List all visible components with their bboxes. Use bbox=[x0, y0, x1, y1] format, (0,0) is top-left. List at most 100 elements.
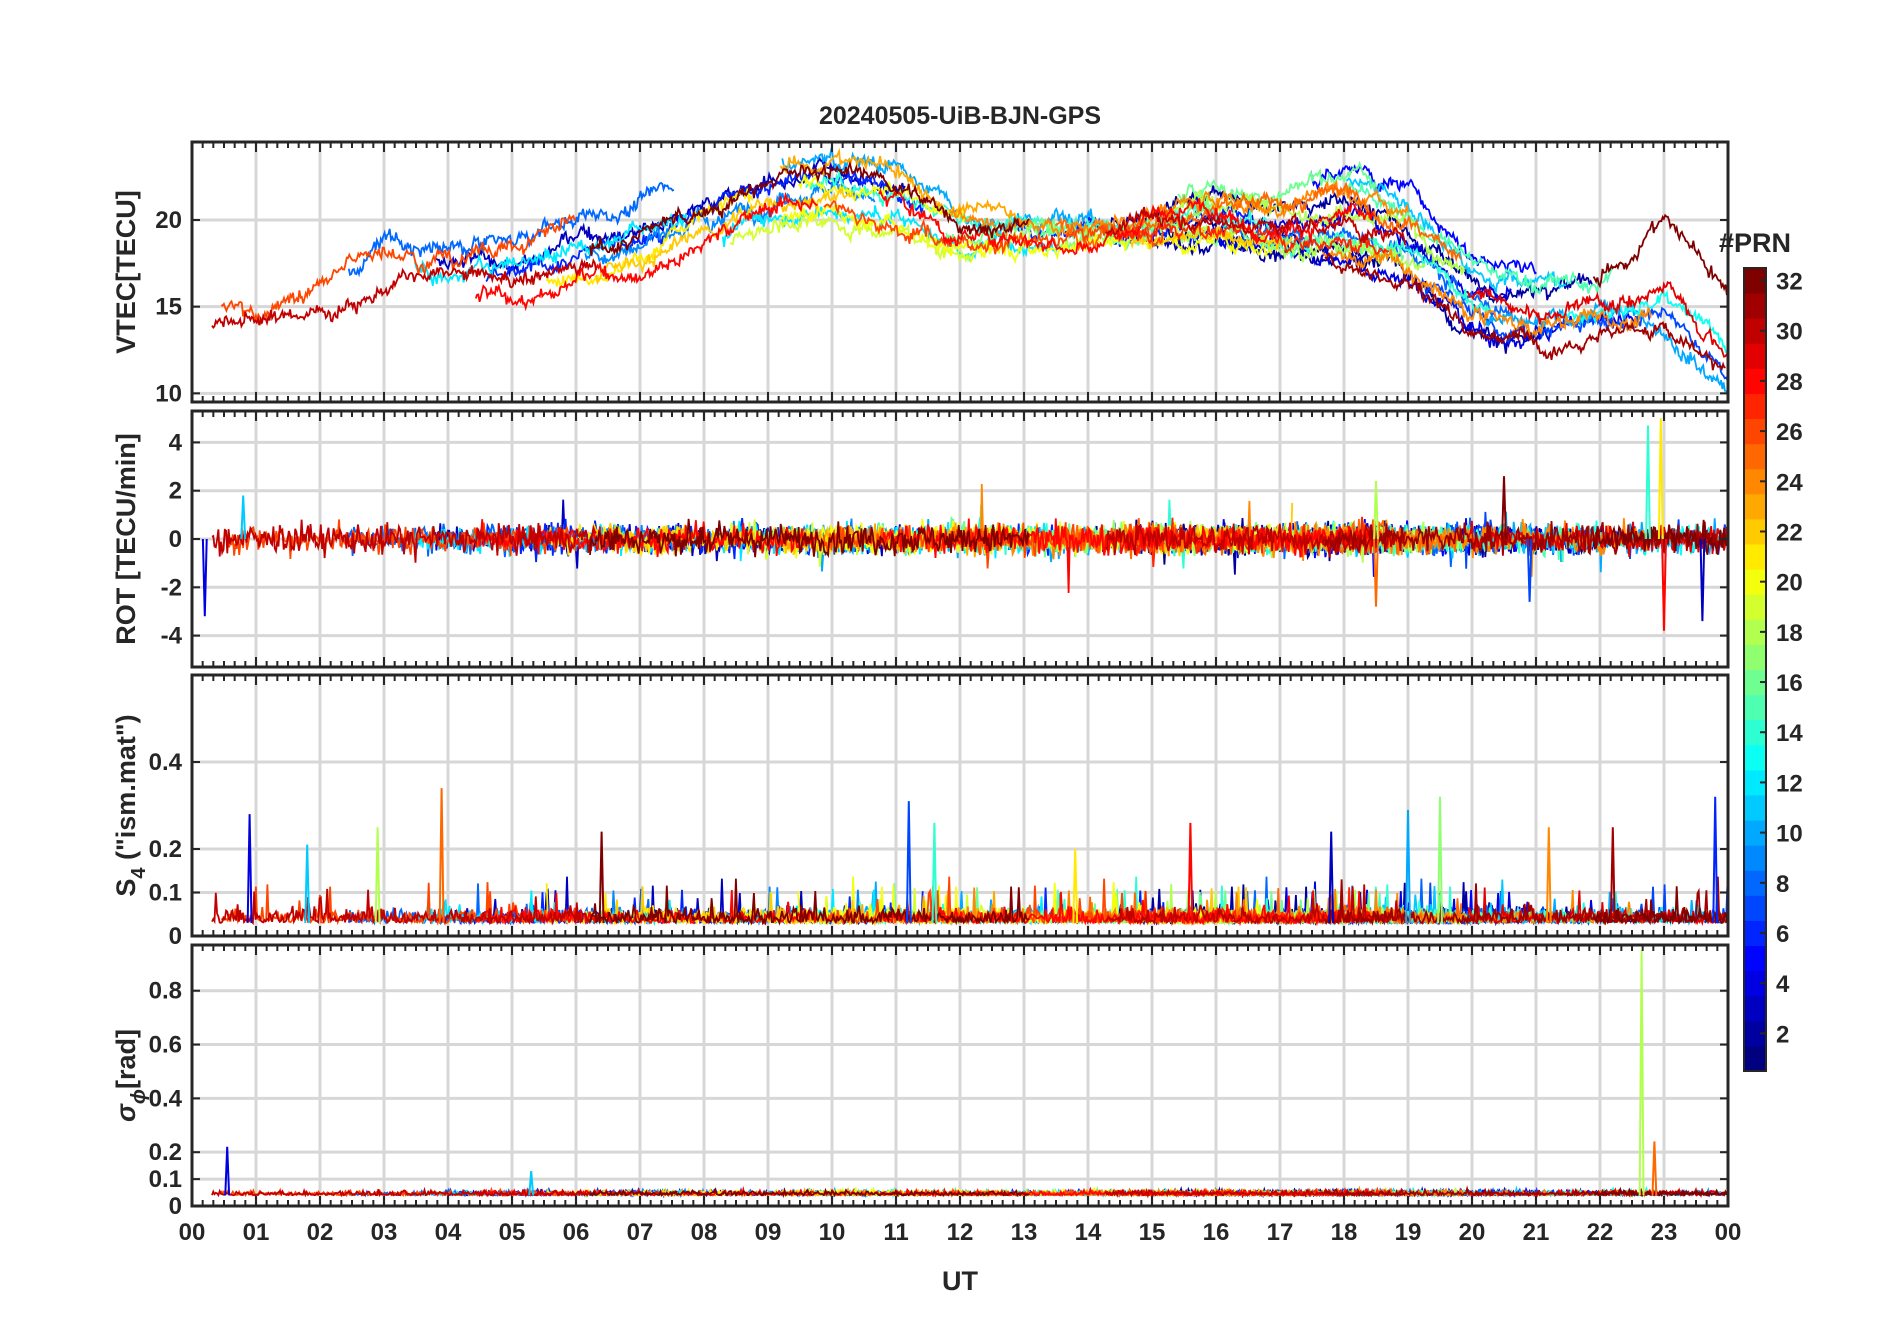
trace-prn-22 bbox=[594, 185, 855, 286]
colorbar-tick-label: 28 bbox=[1776, 369, 1803, 396]
colorbar-segment bbox=[1744, 368, 1766, 394]
colorbar-tick-label: 24 bbox=[1776, 469, 1803, 496]
spike-mark bbox=[1651, 1141, 1658, 1196]
colorbar-segment bbox=[1744, 1020, 1766, 1047]
trace-prn-28 bbox=[878, 188, 1375, 256]
y-tick-label: 0.4 bbox=[149, 1085, 183, 1112]
data-traces bbox=[211, 147, 1728, 395]
colorbar-segment bbox=[1744, 518, 1766, 545]
chart-title: 20240505-UiB-BJN-GPS bbox=[819, 102, 1101, 130]
colorbar-segment bbox=[1744, 644, 1766, 670]
colorbar-segment bbox=[1744, 493, 1766, 520]
trace-prn-28 bbox=[474, 191, 818, 312]
spike-mark bbox=[1373, 481, 1379, 540]
spike-mark bbox=[246, 814, 253, 923]
trace-prn-24 bbox=[948, 179, 1409, 242]
spike-mark bbox=[1657, 418, 1664, 540]
data-traces bbox=[201, 418, 1728, 631]
y-tick-label: 0.2 bbox=[149, 836, 182, 863]
spike-mark bbox=[240, 495, 247, 540]
x-tick-label: 17 bbox=[1267, 1219, 1294, 1246]
x-tick-label: 13 bbox=[1011, 1219, 1038, 1246]
colorbar-segment bbox=[1744, 619, 1766, 645]
colorbar-tick-label: 20 bbox=[1776, 570, 1803, 597]
y-tick-label: 0.2 bbox=[149, 1139, 182, 1166]
trace-prn-23 bbox=[779, 147, 1017, 221]
y-tick-label: 0.6 bbox=[149, 1032, 182, 1059]
colorbar-tick-label: 6 bbox=[1776, 921, 1789, 948]
trace-prn-32 bbox=[1592, 519, 1728, 556]
x-tick-label: 23 bbox=[1651, 1219, 1678, 1246]
trace-prn-32 bbox=[589, 518, 1030, 559]
minor-ticks bbox=[191, 675, 1729, 936]
colorbar-segment bbox=[1744, 995, 1766, 1022]
y-tick-label: 0 bbox=[169, 526, 182, 553]
trace-prn-31 bbox=[1324, 251, 1726, 372]
y-tick-label: 0.8 bbox=[149, 978, 182, 1005]
colorbar-segment bbox=[1744, 594, 1766, 620]
x-tick-label: 16 bbox=[1203, 1219, 1230, 1246]
panel-vtec: 10 15 20 VTEC[TECU] bbox=[111, 140, 1730, 407]
colorbar-tick-label: 26 bbox=[1776, 419, 1803, 446]
spike-mark bbox=[1699, 538, 1706, 622]
trace-prn-24 bbox=[1322, 248, 1652, 342]
trace-prn-5 bbox=[1308, 161, 1537, 275]
trace-prn-32 bbox=[589, 1187, 1030, 1198]
colorbar-segment bbox=[1744, 293, 1766, 319]
trace-prn-26 bbox=[220, 213, 577, 326]
y-label-sub: ϕ bbox=[128, 1089, 150, 1104]
colorbar-tick-label: 16 bbox=[1776, 670, 1803, 697]
trace-prn-30 bbox=[211, 519, 597, 563]
colorbar-segment bbox=[1744, 845, 1766, 871]
trace-prn-2 bbox=[1081, 185, 1593, 304]
minor-ticks bbox=[191, 142, 1729, 402]
trace-prn-31 bbox=[1324, 520, 1727, 556]
colorbar-tick-label: 14 bbox=[1776, 720, 1803, 747]
x-tick-label: 01 bbox=[243, 1219, 270, 1246]
y-tick-label: 10 bbox=[155, 380, 182, 407]
x-axis-label: UT bbox=[942, 1266, 978, 1296]
spike-mark bbox=[1437, 796, 1443, 923]
trace-prn-15 bbox=[1344, 181, 1613, 295]
colorbar-segment bbox=[1744, 343, 1766, 369]
trace-prn-30 bbox=[211, 888, 597, 926]
y-tick-label: 4 bbox=[169, 429, 183, 456]
colorbar-tick-label: 10 bbox=[1776, 821, 1803, 848]
x-tick-label: 04 bbox=[435, 1219, 462, 1246]
colorbar-segment bbox=[1744, 895, 1766, 921]
colorbar-label: #PRN bbox=[1719, 228, 1791, 258]
spike-mark bbox=[1501, 476, 1507, 540]
panel-rot: -4 -2 0 2 4 ROT [TECU/min] bbox=[111, 409, 1730, 669]
colorbar-segment bbox=[1744, 870, 1766, 896]
spike-mark bbox=[1661, 538, 1667, 631]
trace-prn-32 bbox=[1593, 1186, 1728, 1198]
trace-prn-29 bbox=[1467, 280, 1728, 359]
x-tick-label: 07 bbox=[627, 1219, 654, 1246]
x-tick-label: 10 bbox=[819, 1219, 846, 1246]
y-tick-label: 0 bbox=[169, 1193, 182, 1220]
y-label-sub: 4 bbox=[128, 867, 150, 879]
spike-mark bbox=[1072, 848, 1079, 923]
colorbar-segment bbox=[1744, 669, 1766, 696]
spike-mark bbox=[374, 827, 381, 923]
spike-mark bbox=[1405, 809, 1411, 923]
spike-mark bbox=[931, 822, 938, 923]
x-tick-label: 15 bbox=[1139, 1219, 1166, 1246]
y-tick-label: -4 bbox=[161, 623, 183, 650]
spike-mark bbox=[1187, 822, 1194, 923]
trace-prn-32 bbox=[1592, 213, 1728, 296]
y-axis-label-sigma_phi: σϕ[rad] bbox=[111, 1029, 150, 1122]
spike-mark bbox=[1638, 950, 1645, 1196]
trace-prn-30 bbox=[211, 1186, 597, 1198]
spike-mark bbox=[224, 1146, 231, 1196]
x-tick-label: 19 bbox=[1395, 1219, 1422, 1246]
x-tick-label: 20 bbox=[1459, 1219, 1486, 1246]
colorbar-segment bbox=[1744, 443, 1766, 470]
colorbar-tick-label: 30 bbox=[1776, 319, 1803, 346]
minor-ticks bbox=[191, 945, 1729, 1206]
trace-prn-27 bbox=[1125, 220, 1390, 256]
y-label-main: S bbox=[111, 879, 141, 897]
